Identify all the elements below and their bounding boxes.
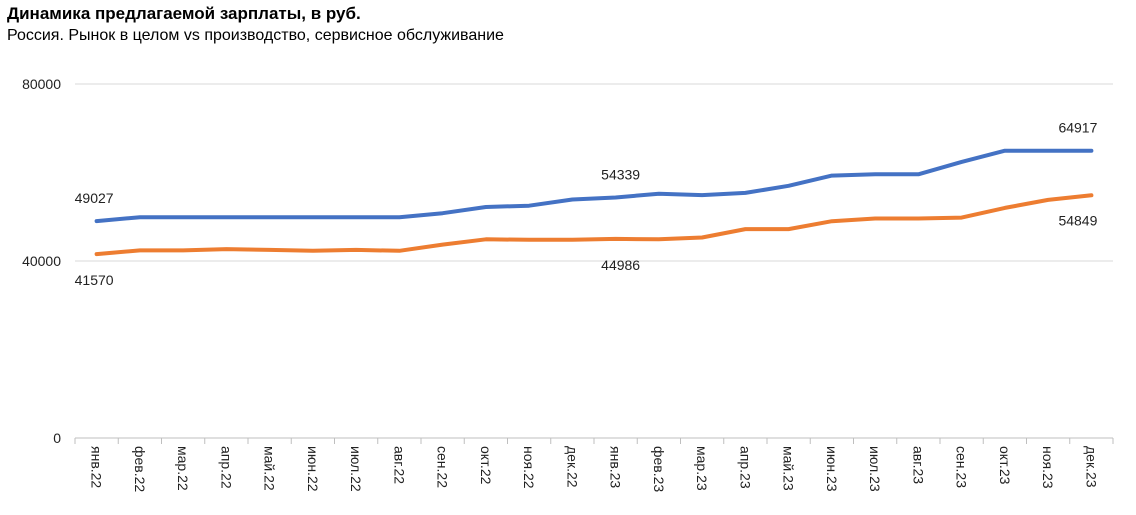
x-tick-label: дек.23 <box>1083 446 1099 488</box>
y-tick-label: 40000 <box>22 253 61 269</box>
series-line-1 <box>94 148 1094 224</box>
x-tick-label: янв.22 <box>89 446 105 488</box>
chart-title: Динамика предлагаемой зарплаты, в руб. <box>7 4 361 23</box>
data-label: 64917 <box>1058 120 1097 136</box>
x-tick-label: ноя.22 <box>521 446 537 489</box>
data-label: 41570 <box>75 272 114 288</box>
x-tick-label: авг.23 <box>910 446 926 484</box>
x-tick-label: июн.22 <box>305 446 321 492</box>
x-tick-label: апр.22 <box>218 446 234 489</box>
x-tick-label: июн.23 <box>824 446 840 492</box>
x-tick-label: июл.22 <box>348 446 364 492</box>
x-tick-label: янв.23 <box>608 446 624 488</box>
chart-subtitle: Россия. Рынок в целом vs производство, с… <box>7 27 504 44</box>
data-label: 44986 <box>601 257 640 273</box>
data-label: 54339 <box>601 167 640 183</box>
y-tick-label: 80000 <box>22 76 61 92</box>
x-tick-label: дек.22 <box>564 446 580 488</box>
x-tick-label: июл.23 <box>867 446 883 492</box>
x-tick-label: окт.22 <box>478 446 494 485</box>
x-tick-label: сен.22 <box>435 446 451 488</box>
data-label: 54849 <box>1058 212 1097 228</box>
x-tick-label: май.22 <box>262 446 278 491</box>
x-tick-label: сен.23 <box>954 446 970 488</box>
x-tick-label: фев.22 <box>132 446 148 492</box>
x-tick-label: ноя.23 <box>1040 446 1056 489</box>
data-label: 49027 <box>75 190 114 206</box>
x-tick-label: окт.23 <box>997 446 1013 485</box>
x-tick-label: апр.23 <box>737 446 753 489</box>
x-tick-label: мар.22 <box>175 446 191 491</box>
x-tick-label: мар.23 <box>694 446 710 491</box>
x-tick-label: май.23 <box>781 446 797 491</box>
y-tick-label: 0 <box>53 430 61 446</box>
series-line-2 <box>94 193 1094 257</box>
x-tick-label: фев.23 <box>651 446 667 492</box>
x-tick-label: авг.22 <box>391 446 407 484</box>
